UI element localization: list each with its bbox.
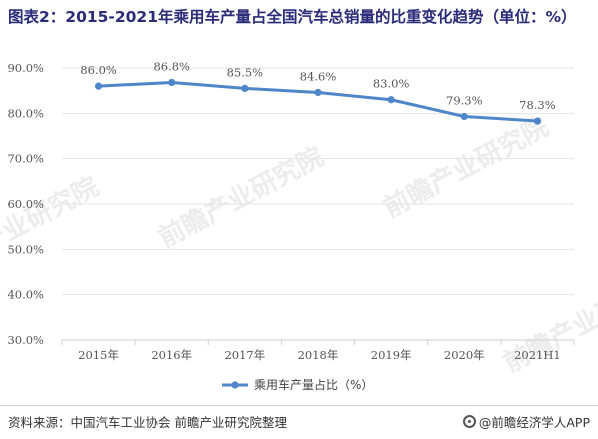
gridlines [62,67,574,341]
x-tick-label: 2016年 [151,348,192,362]
data-label: 78.3% [519,98,556,112]
data-point [314,88,322,97]
footer: 资料来源：中国汽车工业协会 前瞻产业研究院整理 @前瞻经济学人APP [8,412,590,432]
watermark-text: 前瞻产业研究院 [153,141,328,254]
x-tick-label: 2018年 [298,348,339,362]
y-tick-label: 40.0% [7,288,44,302]
series-layer [94,78,542,125]
y-tick-label: 80.0% [7,106,44,120]
footer-divider [0,405,598,406]
x-tick-label: 2019年 [371,348,412,362]
y-tick-label: 30.0% [7,333,44,347]
y-tick-label: 50.0% [7,242,44,256]
data-point [94,82,103,90]
x-axis-ticks: 2015年 2016年 2017年 2018年 2019年 2020年 2021H1 [61,340,575,362]
data-point [387,96,395,104]
data-label: 85.5% [227,65,264,79]
source-text: 资料来源：中国汽车工业协会 前瞻产业研究院整理 [8,415,287,430]
data-point [533,117,542,125]
y-tick-label: 70.0% [7,152,44,166]
data-point [241,84,249,92]
chart-title: 图表2：2015-2021年乘用车产量占全国汽车总销量的比重变化趋势（单位：%） [8,8,577,26]
brand-text: @前瞻经济学人APP [478,415,590,430]
data-labels: 86.0% 86.8% 85.5% 84.6% 83.0% 79.3% 78.3% [80,60,555,113]
legend-label: 乘用车产量占比（%） [254,377,373,392]
y-tick-label: 60.0% [7,197,44,211]
data-label: 86.8% [153,60,190,74]
watermark-text: 前瞻产业研究院 [378,111,553,224]
data-point [168,78,176,87]
legend: 乘用车产量占比（%） [222,377,373,392]
data-label: 79.3% [446,94,483,108]
y-axis-ticks: 30.0% 40.0% 50.0% 60.0% 70.0% 80.0% 90.0% [7,61,44,347]
data-label: 83.0% [373,77,410,91]
brand-credit: @前瞻经济学人APP [462,412,590,431]
brand-logo-icon [462,415,476,428]
watermark-text: 前瞻产业研究院 [0,171,104,284]
x-tick-label: 2020年 [444,348,485,362]
y-tick-label: 90.0% [7,61,44,75]
x-tick-label: 2021H1 [514,348,561,362]
data-label: 86.0% [80,63,117,77]
x-tick-label: 2017年 [224,348,265,362]
data-label: 84.6% [300,69,337,83]
x-tick-label: 2015年 [78,348,119,362]
data-point [460,112,468,121]
legend-marker-icon [231,381,239,389]
